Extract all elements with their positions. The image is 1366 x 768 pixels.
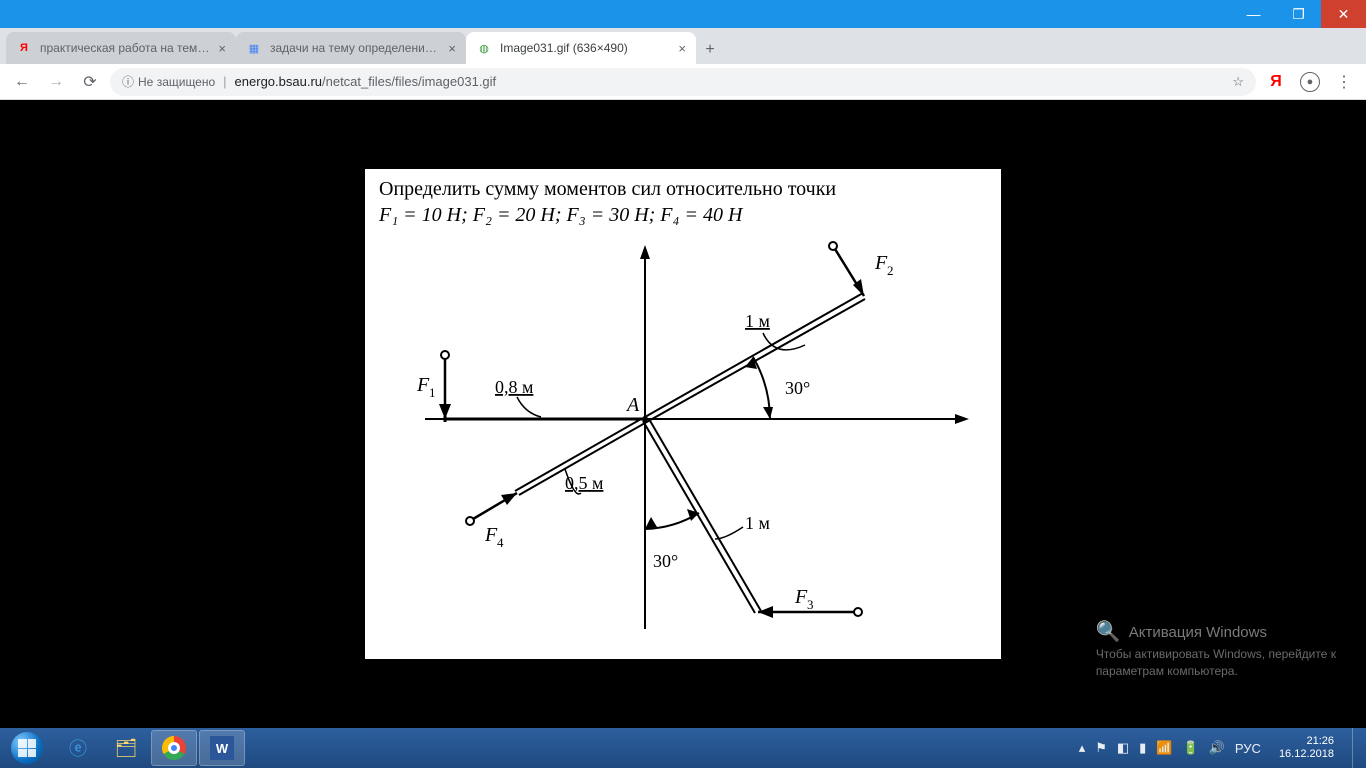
magnifier-icon: 🔍	[1096, 618, 1121, 646]
tab-active[interactable]: ◍ Image031.gif (636×490) ×	[466, 32, 696, 64]
center-point	[642, 416, 648, 422]
angle-lower-30: 30°	[645, 509, 699, 571]
center-point-label: A	[625, 394, 640, 416]
dim-05m: 0,5 м	[565, 469, 603, 494]
word-icon: W	[210, 736, 234, 760]
watermark-line-2: Чтобы активировать Windows, перейдите к	[1096, 646, 1336, 663]
info-icon: ⓘ	[122, 73, 134, 90]
tab-title: задачи на тему определение м	[270, 41, 440, 55]
force-f4: F 4	[466, 493, 517, 550]
site-info-button[interactable]: ⓘ Не защищено	[122, 73, 215, 90]
window-titlebar: — ❐ ✕	[0, 0, 1366, 28]
tab-close-icon[interactable]: ×	[218, 41, 226, 56]
url-text: energo.bsau.ru/netcat_files/files/image0…	[235, 74, 497, 89]
nav-forward-button[interactable]: →	[42, 68, 70, 96]
tab-background-2[interactable]: ▦ задачи на тему определение м ×	[236, 32, 466, 64]
url-host: energo.bsau.ru	[235, 74, 322, 89]
bar-lower-right	[643, 419, 761, 613]
network-icon[interactable]: ▮	[1139, 740, 1146, 756]
image-favicon-icon: ▦	[246, 40, 262, 56]
user-icon: ●	[1300, 72, 1320, 92]
svg-text:30°: 30°	[653, 551, 678, 571]
taskbar-word-button[interactable]: W	[199, 730, 245, 766]
window-minimize-button[interactable]: —	[1231, 0, 1276, 28]
page-viewport: Определить сумму моментов сил относитель…	[0, 100, 1366, 728]
tab-background-1[interactable]: Я практическая работа на тему о ×	[6, 32, 236, 64]
tray-overflow-button[interactable]: ▴	[1079, 740, 1086, 756]
taskbar-explorer-button[interactable]: 🗂	[103, 730, 149, 766]
volume-icon[interactable]: 🔊	[1209, 740, 1225, 756]
svg-text:1 м: 1 м	[745, 311, 770, 331]
windows-activation-watermark: 🔍 Активация Windows Чтобы активировать Wi…	[1096, 618, 1336, 680]
nav-reload-button[interactable]: ⟳	[76, 68, 104, 96]
taskbar-chrome-button[interactable]	[151, 730, 197, 766]
omnibox[interactable]: ⓘ Не защищено | energo.bsau.ru/netcat_fi…	[110, 68, 1256, 96]
clock-time: 21:26	[1279, 735, 1334, 748]
force-f3: F 3	[758, 586, 862, 618]
yandex-extension-icon[interactable]: Я	[1262, 68, 1290, 96]
image-content: Определить сумму моментов сил относитель…	[365, 169, 1001, 659]
profile-button[interactable]: ●	[1296, 68, 1324, 96]
bar-left	[445, 416, 645, 422]
svg-text:2: 2	[887, 263, 894, 278]
tab-title: практическая работа на тему о	[40, 41, 210, 55]
svg-text:F: F	[794, 586, 808, 608]
action-center-icon[interactable]: ⚑	[1095, 740, 1107, 756]
dim-08m: 0,8 м	[495, 377, 541, 417]
dim-lower-1m: 1 м	[715, 513, 770, 539]
gif-favicon-icon: ◍	[476, 40, 492, 56]
force-f2: F 2	[829, 242, 894, 296]
start-button[interactable]	[0, 728, 54, 768]
nav-back-button[interactable]: ←	[8, 68, 36, 96]
window-close-button[interactable]: ✕	[1321, 0, 1366, 28]
watermark-title: Активация Windows	[1129, 622, 1267, 643]
taskbar-ie-button[interactable]: ⓔ	[55, 730, 101, 766]
separator: |	[223, 74, 226, 89]
system-tray: ▴ ⚑ ◧ ▮ 📶 🔋 🔊 РУС 21:26 16.12.2018	[1079, 728, 1366, 768]
svg-text:3: 3	[807, 597, 814, 612]
taskbar-clock[interactable]: 21:26 16.12.2018	[1271, 735, 1342, 761]
svg-text:1 м: 1 м	[745, 513, 770, 533]
diagram-title: Определить сумму моментов сил относитель…	[379, 178, 836, 200]
url-path: /netcat_files/files/image031.gif	[322, 74, 496, 89]
watermark-line-3: параметрам компьютера.	[1096, 663, 1336, 680]
chrome-menu-button[interactable]: ⋮	[1330, 68, 1358, 96]
tab-title: Image031.gif (636×490)	[500, 41, 670, 55]
svg-text:30°: 30°	[785, 378, 810, 398]
tab-close-icon[interactable]: ×	[678, 41, 686, 56]
security-label: Не защищено	[138, 75, 215, 89]
tab-strip: Я практическая работа на тему о × ▦ зада…	[0, 28, 1366, 64]
diagram-forces-line: F₁ = 10 H; F₂ = 20 H; F₃ = 30 H; F₄ = 40…	[378, 204, 744, 226]
x-axis-arrow	[955, 414, 969, 424]
yandex-favicon-icon: Я	[16, 40, 32, 56]
taskbar: ⓔ 🗂 W ▴ ⚑ ◧ ▮ 📶 🔋 🔊 РУС 21:26 16.12.2018	[0, 728, 1366, 768]
force-f1: F 1	[416, 351, 451, 419]
physics-diagram: Определить сумму моментов сил относитель…	[365, 169, 1001, 659]
svg-text:1: 1	[429, 385, 436, 400]
bookmark-star-icon[interactable]: ☆	[1232, 74, 1244, 90]
address-bar: ← → ⟳ ⓘ Не защищено | energo.bsau.ru/net…	[0, 64, 1366, 100]
tab-close-icon[interactable]: ×	[448, 41, 456, 56]
svg-text:F: F	[874, 252, 888, 274]
svg-text:F: F	[484, 524, 498, 546]
y-axis-arrow	[640, 245, 650, 259]
tray-app-icon[interactable]: ◧	[1117, 740, 1129, 756]
new-tab-button[interactable]: +	[696, 36, 724, 64]
svg-text:0,8 м: 0,8 м	[495, 377, 533, 397]
show-desktop-button[interactable]	[1352, 728, 1362, 768]
battery-icon[interactable]: 🔋	[1183, 740, 1199, 756]
window-maximize-button[interactable]: ❐	[1276, 0, 1321, 28]
wifi-icon[interactable]: 📶	[1156, 740, 1172, 756]
svg-text:4: 4	[497, 535, 504, 550]
language-indicator[interactable]: РУС	[1235, 741, 1261, 756]
chrome-icon	[162, 736, 186, 760]
windows-logo-icon	[11, 732, 43, 764]
clock-date: 16.12.2018	[1279, 748, 1334, 761]
svg-text:F: F	[416, 374, 430, 396]
angle-upper-30: 30°	[745, 357, 810, 419]
